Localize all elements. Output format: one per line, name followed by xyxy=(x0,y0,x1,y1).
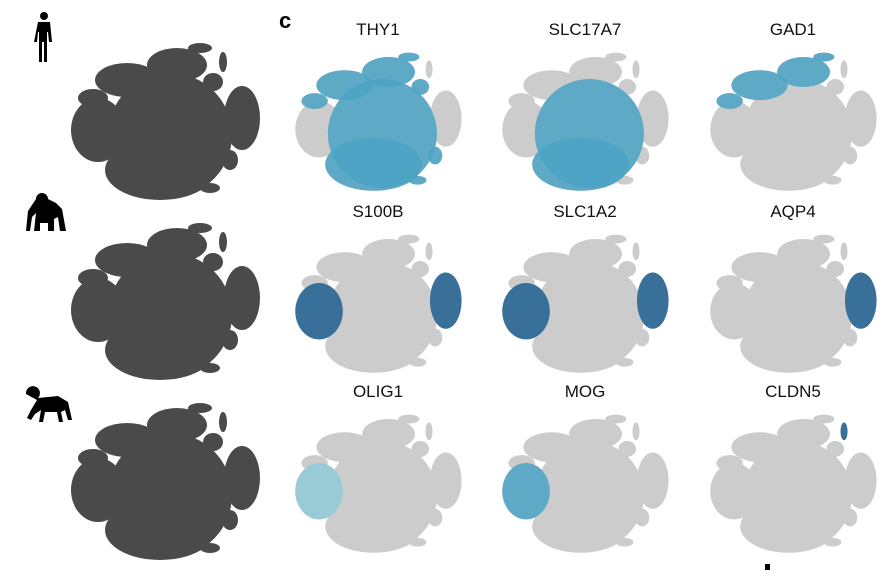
expression-region xyxy=(636,272,669,329)
expression-region xyxy=(316,70,373,101)
expression-region xyxy=(429,272,462,329)
scale-mark xyxy=(765,564,770,570)
expression-region xyxy=(502,463,550,520)
panel-letter: c xyxy=(279,8,291,33)
species-tsne-plot xyxy=(71,43,260,200)
gorilla-icon xyxy=(26,193,66,231)
expression-region xyxy=(532,138,629,191)
expression-region xyxy=(502,283,550,340)
gene-tsne-plot xyxy=(710,234,877,373)
species-tsne-plot xyxy=(71,403,260,560)
expression-region xyxy=(408,175,427,185)
expression-region xyxy=(301,93,328,109)
gene-label: MOG xyxy=(565,382,606,401)
gene-tsne-plot xyxy=(502,234,669,373)
human-icon xyxy=(34,12,52,62)
gene-label: SLC1A2 xyxy=(553,202,616,221)
gene-label: CLDN5 xyxy=(765,382,821,401)
expression-region xyxy=(731,70,788,101)
gene-tsne-plot xyxy=(295,52,462,191)
expression-region xyxy=(813,52,835,62)
gene-label: THY1 xyxy=(356,20,399,39)
species-tsne-plot xyxy=(71,223,260,380)
expression-region xyxy=(777,57,830,87)
gene-tsne-plot xyxy=(295,414,462,553)
gene-grid: THY1 SLC17A7 GAD1 S100B SLC1A2 AQP4 OLIG1 MOG CL… xyxy=(295,20,877,570)
gene-label: OLIG1 xyxy=(353,382,403,401)
expression-region xyxy=(295,463,343,520)
gene-tsne-plot xyxy=(710,414,877,553)
expression-region xyxy=(844,272,877,329)
expression-region xyxy=(840,422,848,441)
gene-label: SLC17A7 xyxy=(549,20,622,39)
expression-region xyxy=(411,79,430,95)
expression-region xyxy=(362,57,415,87)
macaque-icon xyxy=(25,386,72,422)
expression-region xyxy=(716,93,743,109)
gene-tsne-plot xyxy=(502,414,669,553)
gene-label: S100B xyxy=(352,202,403,221)
gene-label: GAD1 xyxy=(770,20,816,39)
expression-region xyxy=(295,283,343,340)
species-column xyxy=(25,12,260,560)
expression-region xyxy=(428,146,443,165)
gene-tsne-plot xyxy=(295,234,462,373)
gene-tsne-plot xyxy=(502,52,669,191)
expression-region xyxy=(325,138,422,191)
expression-region xyxy=(398,52,420,62)
gene-tsne-plot xyxy=(710,52,877,191)
gene-label: AQP4 xyxy=(770,202,815,221)
